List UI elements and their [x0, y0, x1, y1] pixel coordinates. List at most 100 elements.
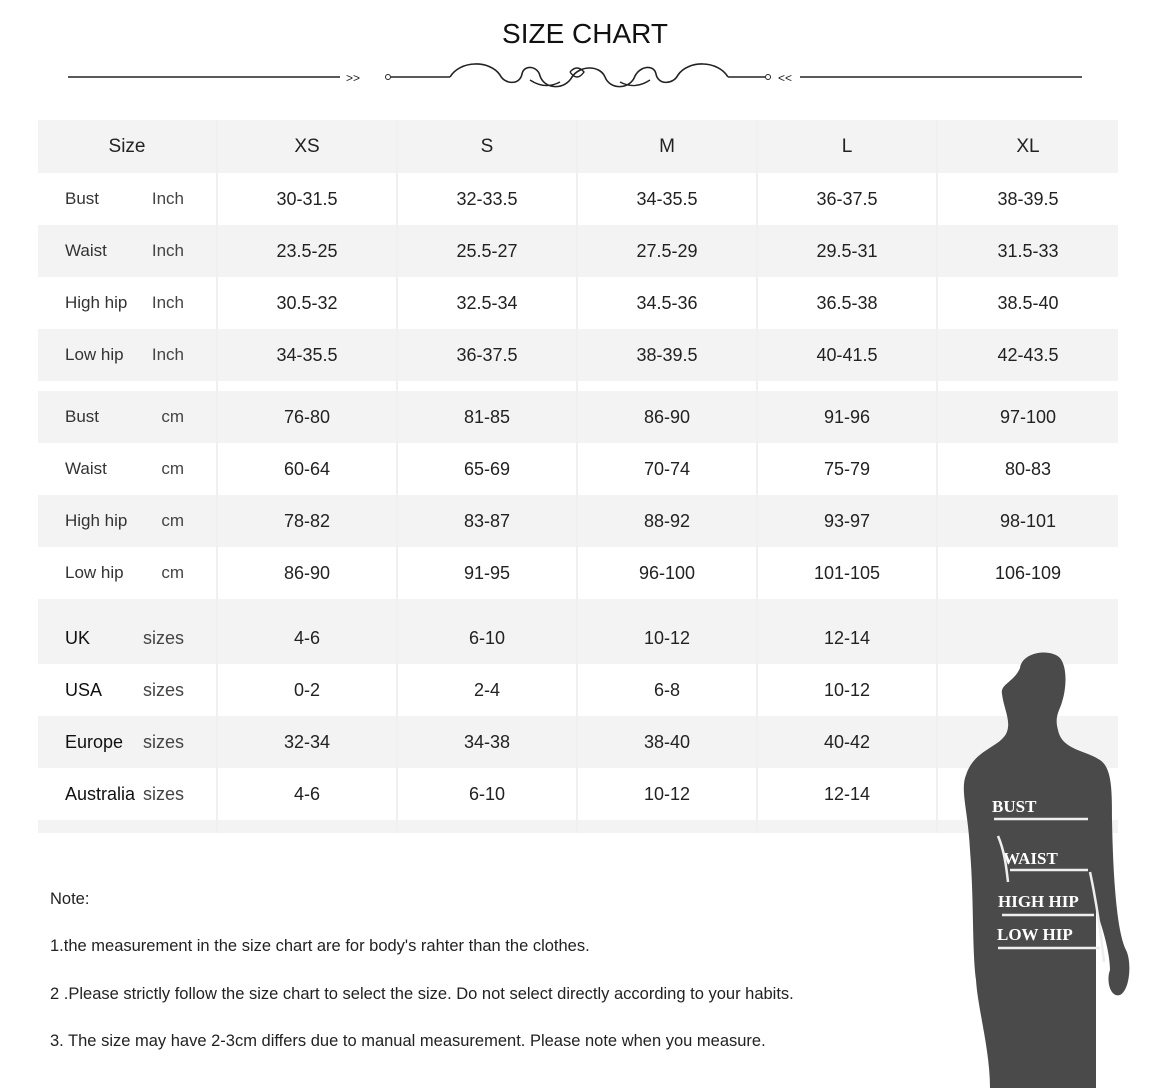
measurement-unit: cm: [161, 511, 184, 530]
size-value-cell: 65-69: [397, 443, 578, 495]
size-value-cell: 6-8: [577, 664, 758, 716]
measurement-unit: sizes: [142, 679, 184, 700]
table-row: Bust Inch 30-31.5 32-33.5 34-35.5 36-37.5 38-3…: [38, 173, 1118, 225]
bust-label: BUST: [992, 797, 1037, 816]
measurement-label-cell: Bust Inch: [38, 173, 218, 225]
high-hip-label: HIGH HIP: [998, 892, 1079, 911]
size-value-cell: [937, 612, 1118, 664]
size-label-header: Size: [38, 120, 218, 173]
measurement-label-cell: High hip cm: [38, 495, 218, 547]
size-value-cell: 12-14: [757, 768, 938, 820]
measurement-name: Bust: [65, 189, 100, 208]
size-value-cell: 38-39.5: [577, 329, 758, 381]
size-value-cell: 38.5-40: [937, 277, 1118, 329]
size-value-cell: 34-38: [397, 716, 578, 768]
measurement-name: Low hip: [65, 563, 124, 582]
body-silhouette-figure: BUST WAIST HIGH HIP LOW HIP: [963, 652, 1130, 1088]
size-value-cell: 4-6: [217, 768, 398, 820]
measurement-label-cell: Low hip Inch: [38, 329, 218, 381]
size-value-cell: 98-101: [937, 495, 1118, 547]
measurement-label-cell: Low hip cm: [38, 547, 218, 599]
size-value-cell: 36.5-38: [757, 277, 938, 329]
measurement-unit: sizes: [142, 627, 184, 648]
section-spacer: [38, 381, 1118, 391]
size-value-cell: 6-10: [397, 768, 578, 820]
size-value-cell: 70-74: [577, 443, 758, 495]
size-value-cell: 91-96: [757, 391, 938, 443]
measurement-unit: Inch: [151, 189, 184, 208]
measurement-name: Low hip: [65, 345, 124, 364]
size-column-header: XS: [217, 120, 398, 173]
size-value-cell: 36-37.5: [397, 329, 578, 381]
measurement-unit: sizes: [142, 783, 184, 804]
size-value-cell: 96-100: [577, 547, 758, 599]
measurement-unit: cm: [161, 407, 184, 426]
size-value-cell: 10-12: [757, 664, 938, 716]
measurement-label-cell: Waist cm: [38, 443, 218, 495]
size-value-cell: 30.5-32: [217, 277, 398, 329]
ornament-divider: >> <<: [68, 63, 1082, 88]
page-title: SIZE CHART: [502, 18, 668, 49]
size-value-cell: 88-92: [577, 495, 758, 547]
size-value-cell: 101-105: [757, 547, 938, 599]
table-row: Waist Inch 23.5-25 25.5-27 27.5-29 29.5-31 31.…: [38, 225, 1118, 277]
size-value-cell: 30-31.5: [217, 173, 398, 225]
size-value-cell: 38-39.5: [937, 173, 1118, 225]
measurement-name: Waist: [65, 459, 107, 478]
waist-label: WAIST: [1003, 849, 1058, 868]
table-row: Low hip cm 86-90 91-95 96-100 101-105 106-109: [38, 547, 1118, 599]
measurement-unit: cm: [161, 459, 184, 478]
size-value-cell: 10-12: [577, 612, 758, 664]
measurement-unit: cm: [161, 563, 184, 582]
note-item: 1.the measurement in the size chart are …: [50, 937, 590, 955]
note-item: 2 .Please strictly follow the size chart…: [50, 985, 794, 1003]
size-value-cell: 40-41.5: [757, 329, 938, 381]
section-spacer: [38, 599, 1118, 612]
table-row: Bust cm 76-80 81-85 86-90 91-96 97-100: [38, 391, 1118, 443]
table-row: Low hip Inch 34-35.5 36-37.5 38-39.5 40-41.5 4…: [38, 329, 1118, 381]
measurement-name: High hip: [65, 511, 128, 530]
size-value-cell: 93-97: [757, 495, 938, 547]
measurement-label-cell: High hip Inch: [38, 277, 218, 329]
size-value-cell: 91-95: [397, 547, 578, 599]
measurement-label-cell: USA sizes: [38, 664, 218, 716]
measurement-unit: Inch: [151, 241, 184, 260]
size-value-cell: 34-35.5: [577, 173, 758, 225]
size-value-cell: 78-82: [217, 495, 398, 547]
measurement-name: Bust: [65, 407, 100, 426]
size-value-cell: 36-37.5: [757, 173, 938, 225]
size-value-cell: 86-90: [217, 547, 398, 599]
table-row: Australia sizes 4-6 6-10 10-12 12-14: [38, 768, 1118, 820]
table-header-row: Size XS S M L XL: [38, 120, 1118, 173]
size-table: Size XS S M L XL Bust Inch 30-31.5 32-33.5 34-35.5…: [38, 120, 1118, 833]
table-row: USA sizes 0-2 2-4 6-8 10-12: [38, 664, 1118, 716]
size-column-header: L: [757, 120, 938, 173]
measurement-label-cell: Australia sizes: [38, 768, 218, 820]
note-item: 3. The size may have 2-3cm differs due t…: [50, 1032, 766, 1050]
measurement-name: Waist: [65, 241, 107, 260]
measurement-unit: Inch: [151, 293, 184, 312]
note-heading: Note:: [50, 890, 90, 908]
size-value-cell: 34.5-36: [577, 277, 758, 329]
size-value-cell: 31.5-33: [937, 225, 1118, 277]
size-value-cell: 27.5-29: [577, 225, 758, 277]
table-row: High hip Inch 30.5-32 32.5-34 34.5-36 36.5-38…: [38, 277, 1118, 329]
measurement-name: UK: [65, 627, 91, 648]
size-value-cell: 4-6: [217, 612, 398, 664]
size-column-header: XL: [937, 120, 1118, 173]
size-value-cell: 12-14: [757, 612, 938, 664]
size-value-cell: 106-109: [937, 547, 1118, 599]
size-column-header: M: [577, 120, 758, 173]
size-value-cell: 32.5-34: [397, 277, 578, 329]
size-value-cell: 76-80: [217, 391, 398, 443]
measurement-unit: sizes: [142, 731, 184, 752]
size-column-header: S: [397, 120, 578, 173]
size-value-cell: 86-90: [577, 391, 758, 443]
measurement-label-cell: UK sizes: [38, 612, 218, 664]
measurement-unit: Inch: [151, 345, 184, 364]
size-value-cell: 23.5-25: [217, 225, 398, 277]
svg-text:>>: >>: [346, 71, 360, 85]
measurement-name: High hip: [65, 293, 128, 312]
measurement-name: Australia: [65, 783, 136, 804]
measurement-label-cell: Waist Inch: [38, 225, 218, 277]
